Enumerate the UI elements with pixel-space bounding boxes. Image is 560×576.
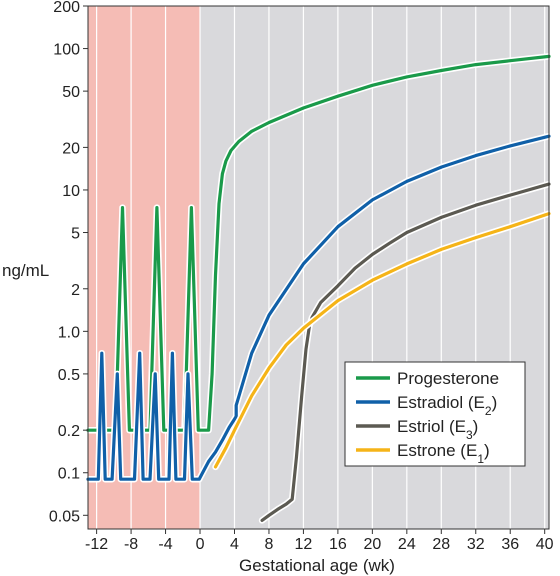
series-line-0 bbox=[86, 54, 551, 432]
y-tick-label-9: 50 bbox=[62, 84, 80, 101]
x-tick-label-8: 20 bbox=[363, 536, 381, 553]
x-tick-label-2: -4 bbox=[158, 536, 172, 553]
x-tick-label-7: 16 bbox=[329, 536, 347, 553]
x-tick-label-12: 36 bbox=[501, 536, 519, 553]
x-tick-label-10: 28 bbox=[432, 536, 450, 553]
x-axis-label: Gestational age (wk) bbox=[239, 556, 395, 575]
y-tick-label-1: 0.1 bbox=[58, 466, 80, 483]
y-tick-label-5: 2 bbox=[71, 282, 80, 299]
x-tick-label-9: 24 bbox=[398, 536, 416, 553]
x-tick-label-1: -8 bbox=[124, 536, 138, 553]
y-tick-label-10: 100 bbox=[53, 42, 80, 59]
y-tick-label-0: 0.05 bbox=[49, 508, 80, 525]
series-line-3 bbox=[213, 212, 551, 469]
y-tick-label-4: 1.0 bbox=[58, 324, 80, 341]
y-axis-ticks: 0.05 0.1 0.2 0.5 1.0 2 5 10 20 50 100 200 bbox=[49, 0, 88, 525]
x-tick-label-3: 0 bbox=[196, 536, 205, 553]
plot-border bbox=[87, 5, 550, 530]
legend-label-0: Progesterone bbox=[397, 369, 499, 388]
y-tick-label-8: 20 bbox=[62, 140, 80, 157]
x-tick-label-6: 12 bbox=[295, 536, 313, 553]
y-axis-label: ng/mL bbox=[2, 261, 49, 280]
series-lines bbox=[84, 53, 553, 524]
y-tick-label-7: 10 bbox=[62, 183, 80, 200]
y-tick-label-6: 5 bbox=[71, 226, 80, 243]
y-tick-label-2: 0.2 bbox=[58, 423, 80, 440]
legend: Progesterone Estradiol (E2)Estriol (E3)Es… bbox=[344, 361, 526, 467]
plot-frame bbox=[87, 5, 550, 530]
legend-label-2: Estriol (E3) bbox=[397, 417, 478, 442]
series-line-2 bbox=[260, 182, 551, 522]
x-tick-label-4: 4 bbox=[230, 536, 239, 553]
x-tick-label-5: 8 bbox=[265, 536, 274, 553]
y-tick-label-11: 200 bbox=[53, 0, 80, 16]
x-tick-label-0: -12 bbox=[85, 536, 108, 553]
x-tick-label-11: 32 bbox=[467, 536, 485, 553]
y-tick-label-3: 0.5 bbox=[58, 367, 80, 384]
x-tick-label-13: 40 bbox=[536, 536, 554, 553]
x-axis-ticks: -12 -8 -4 0 4 8 12 16 20 24 28 32 36 40 bbox=[85, 529, 554, 553]
series-line-1 bbox=[86, 134, 551, 481]
legend-label-3: Estrone (E1) bbox=[397, 441, 490, 466]
legend-label-1: Estradiol (E2) bbox=[397, 393, 497, 418]
